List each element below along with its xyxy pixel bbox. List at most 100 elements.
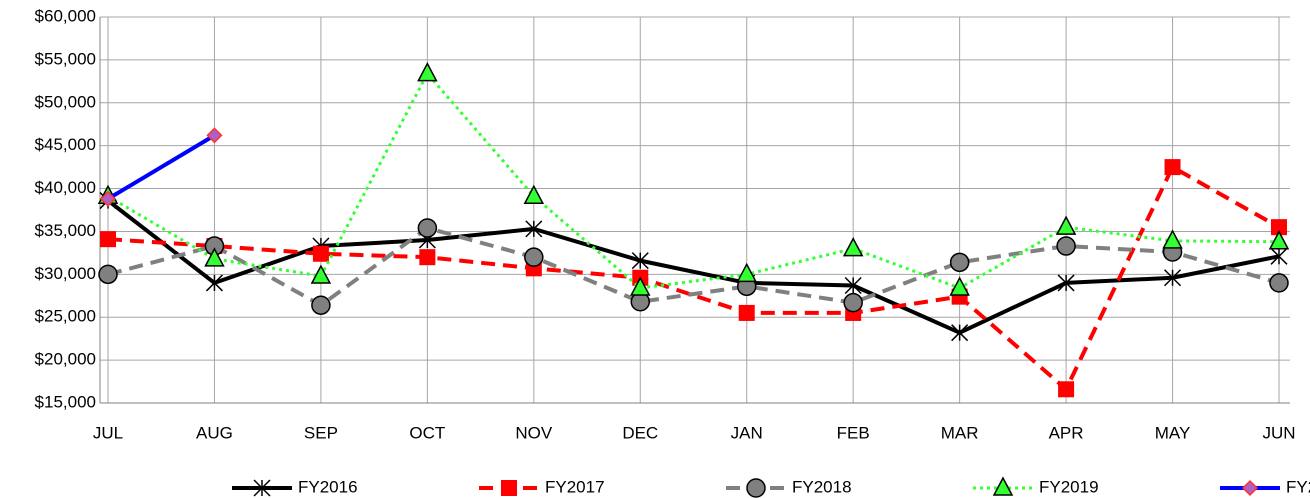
marker: [523, 184, 545, 205]
marker-shape: [206, 127, 223, 144]
marker-shape: [842, 236, 864, 257]
legend-label: FY2018: [792, 477, 852, 496]
marker: [1058, 381, 1075, 398]
y-tick-label: $40,000: [35, 178, 96, 197]
marker-shape: [992, 476, 1014, 496]
marker: [98, 264, 118, 285]
x-tick-label: JUL: [93, 423, 123, 442]
x-tick-label: MAY: [1155, 423, 1191, 442]
y-tick-label: $15,000: [35, 392, 96, 411]
legend-item: FY2017: [479, 477, 605, 496]
marker: [206, 127, 223, 144]
marker-shape: [949, 252, 970, 273]
marker-shape: [312, 245, 329, 262]
marker-shape: [1056, 236, 1076, 256]
series-line: [107, 165, 1280, 392]
x-tick-label: OCT: [409, 423, 445, 442]
marker: [204, 247, 225, 267]
marker: [1241, 479, 1259, 497]
y-tick-label: $30,000: [35, 264, 96, 283]
marker: [736, 262, 757, 283]
marker: [419, 249, 436, 266]
marker: [738, 304, 755, 321]
marker-shape: [1164, 159, 1181, 176]
marker-shape: [1055, 215, 1077, 235]
marker: [417, 62, 438, 82]
marker: [949, 276, 970, 296]
marker-shape: [843, 292, 863, 313]
marker: [630, 276, 651, 296]
marker: [100, 231, 116, 248]
marker-shape: [524, 247, 544, 267]
marker-shape: [501, 480, 517, 496]
marker: [1271, 219, 1287, 236]
legend-label: FY2017: [545, 477, 605, 496]
marker: [1055, 215, 1077, 235]
x-tick-label: JAN: [731, 423, 763, 442]
marker: [1164, 269, 1182, 287]
marker-shape: [1268, 230, 1290, 250]
x-tick-label: AUG: [196, 423, 233, 442]
marker-shape: [523, 184, 545, 205]
marker-shape: [204, 247, 225, 267]
x-tick-label: MAR: [941, 423, 979, 442]
marker: [746, 478, 766, 498]
legend-label: FY2020: [1286, 477, 1310, 496]
marker: [310, 264, 332, 284]
marker: [1270, 247, 1288, 265]
marker: [843, 292, 863, 313]
marker-shape: [310, 264, 332, 284]
x-tick-label: SEP: [304, 423, 338, 442]
marker: [524, 247, 544, 267]
marker: [312, 245, 329, 262]
marker: [842, 236, 864, 257]
y-tick-label: $25,000: [35, 307, 96, 326]
y-tick-label: $50,000: [35, 92, 96, 111]
marker-shape: [746, 478, 766, 498]
x-tick-label: FEB: [837, 423, 870, 442]
series-line: [107, 226, 1280, 308]
marker: [417, 218, 438, 238]
marker-shape: [738, 304, 755, 321]
marker-shape: [1271, 219, 1287, 236]
marker-shape: [1162, 229, 1183, 249]
y-tick-label: $60,000: [35, 6, 96, 25]
marker-shape: [736, 262, 757, 283]
marker: [1268, 230, 1290, 250]
marker: [992, 476, 1014, 496]
marker-shape: [630, 276, 651, 296]
marker: [951, 324, 969, 342]
marker: [253, 479, 271, 497]
series-line: [107, 72, 1280, 290]
legend-item: FY2018: [726, 477, 852, 498]
marker: [501, 480, 517, 496]
marker: [844, 276, 862, 295]
marker-shape: [1058, 381, 1075, 398]
y-tick-label: $55,000: [35, 49, 96, 68]
marker-shape: [417, 62, 438, 82]
marker-shape: [98, 264, 118, 285]
marker: [311, 295, 331, 315]
marker-shape: [1241, 479, 1259, 497]
marker: [99, 190, 117, 207]
y-tick-label: $45,000: [35, 135, 96, 154]
marker: [1057, 274, 1075, 292]
x-tick-label: JUN: [1262, 423, 1295, 442]
marker-shape: [949, 276, 970, 296]
marker: [1056, 236, 1076, 256]
legend-item: FY2019: [973, 476, 1099, 496]
x-tick-label: APR: [1049, 423, 1084, 442]
y-tick-label: $20,000: [35, 350, 96, 369]
legend-item: FY2020: [1220, 477, 1310, 496]
marker: [525, 220, 543, 238]
marker-shape: [311, 295, 331, 315]
series-line: [106, 198, 1280, 335]
marker: [1164, 159, 1181, 176]
legend-label: FY2019: [1039, 477, 1099, 496]
marker-shape: [99, 190, 117, 207]
marker: [1269, 273, 1289, 293]
y-tick-label: $35,000: [35, 221, 96, 240]
legend-item: FY2016: [232, 477, 358, 497]
marker-shape: [419, 249, 436, 266]
